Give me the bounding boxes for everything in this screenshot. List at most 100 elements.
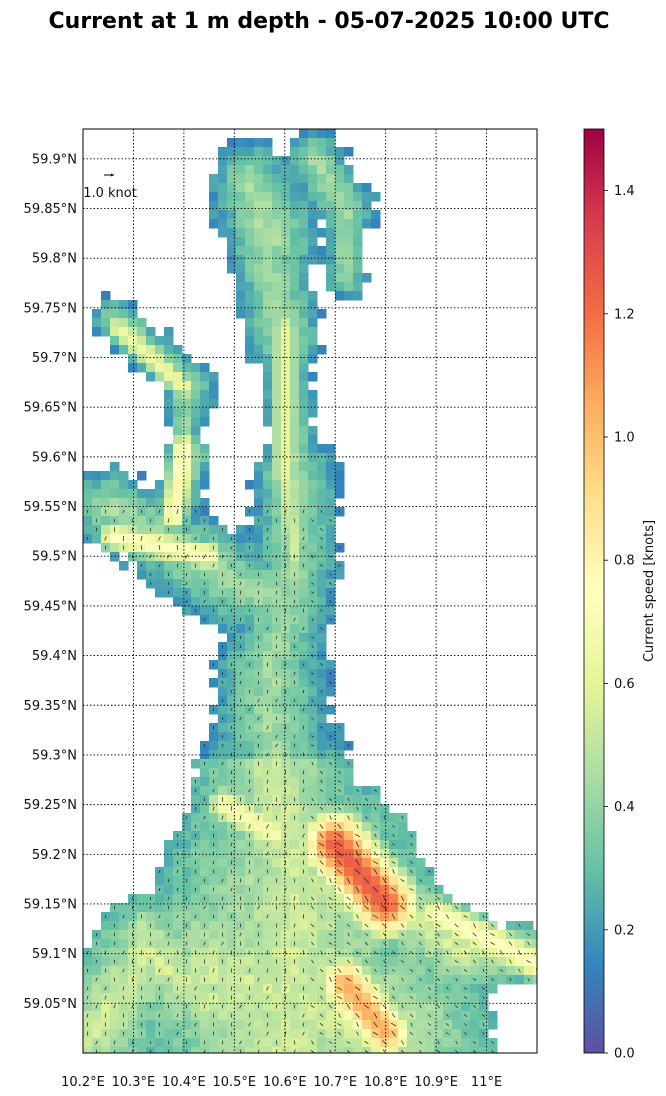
speed-cell <box>515 939 525 949</box>
speed-cell <box>245 192 255 202</box>
speed-cell <box>263 939 273 949</box>
speed-cell <box>443 1038 453 1048</box>
speed-cell <box>182 534 192 544</box>
current-vector <box>436 960 441 963</box>
speed-cell <box>101 327 111 337</box>
speed-cell <box>281 1002 291 1012</box>
speed-cell <box>263 336 273 346</box>
current-vector <box>427 969 432 972</box>
current-vector <box>302 1022 305 1027</box>
speed-cell <box>290 435 300 445</box>
speed-cell <box>263 327 273 337</box>
speed-cell <box>425 903 435 913</box>
speed-cell <box>344 768 354 778</box>
speed-cell <box>272 822 282 832</box>
current-vector <box>257 977 260 982</box>
speed-cell <box>335 237 345 247</box>
current-vector <box>356 914 359 919</box>
current-vector <box>354 986 361 991</box>
speed-cell <box>173 1047 183 1053</box>
speed-cell <box>272 210 282 220</box>
speed-cell <box>326 885 336 895</box>
speed-cell <box>236 1029 246 1039</box>
speed-cell <box>227 192 237 202</box>
speed-cell <box>128 480 138 490</box>
colorbar-tick-label: 1.0 <box>614 431 635 446</box>
speed-cell <box>398 849 408 859</box>
speed-cell <box>218 183 228 193</box>
current-vector <box>95 959 98 964</box>
current-vector <box>167 932 170 937</box>
speed-cell <box>191 597 201 607</box>
speed-cell <box>353 264 363 274</box>
current-vector <box>401 932 404 937</box>
speed-cell <box>101 1047 111 1053</box>
current-vector <box>203 527 206 532</box>
speed-cell <box>515 957 525 967</box>
current-vector <box>293 734 296 739</box>
speed-cell <box>371 930 381 940</box>
speed-cell <box>245 651 255 661</box>
current-vector <box>302 1013 305 1018</box>
current-vector <box>149 977 152 982</box>
current-vector <box>302 707 305 712</box>
speed-cell <box>290 1047 300 1053</box>
current-vector <box>266 887 269 892</box>
speed-cell <box>317 615 327 625</box>
speed-cell <box>272 246 282 256</box>
current-vector <box>266 968 269 973</box>
current-vector <box>328 1041 333 1044</box>
speed-cell <box>263 138 273 148</box>
speed-cell <box>164 354 174 364</box>
speed-cell <box>452 948 462 958</box>
speed-cell <box>146 984 156 994</box>
current-vector <box>239 671 242 676</box>
speed-cell <box>200 606 210 616</box>
current-vector <box>346 905 351 910</box>
current-vector <box>428 887 431 892</box>
speed-cell <box>83 1038 93 1048</box>
current-vector <box>355 994 360 1001</box>
speed-cell <box>155 588 165 598</box>
current-vector <box>410 861 413 864</box>
speed-cell <box>290 777 300 787</box>
speed-cell <box>344 1011 354 1021</box>
speed-cell <box>290 219 300 229</box>
speed-cell <box>326 264 336 274</box>
speed-cell <box>317 462 327 472</box>
speed-cell <box>218 1020 228 1030</box>
speed-cell <box>470 912 480 922</box>
speed-cell <box>308 129 318 139</box>
speed-cell <box>128 1020 138 1030</box>
speed-cell <box>281 975 291 985</box>
speed-cell <box>272 426 282 436</box>
current-vector <box>284 779 287 784</box>
speed-cell <box>110 1020 120 1030</box>
speed-cell <box>263 255 273 265</box>
speed-cell <box>254 885 264 895</box>
speed-cell <box>83 480 93 490</box>
speed-cell <box>218 606 228 616</box>
speed-cell <box>335 282 345 292</box>
speed-cell <box>191 1047 201 1053</box>
speed-cell <box>263 1047 273 1053</box>
speed-cell <box>317 453 327 463</box>
speed-cell <box>272 255 282 265</box>
x-tick-label: 10.2°E <box>61 1075 105 1090</box>
speed-cell <box>182 462 192 472</box>
speed-cell <box>326 507 336 517</box>
current-vector <box>131 977 134 982</box>
speed-cell <box>164 417 174 427</box>
current-vector <box>185 581 188 586</box>
speed-cell <box>371 1002 381 1012</box>
current-vector <box>149 905 152 910</box>
current-vector <box>194 869 197 874</box>
speed-cell <box>407 894 417 904</box>
current-vector <box>445 1023 450 1026</box>
speed-cell <box>308 804 318 814</box>
speed-cell <box>218 849 228 859</box>
current-vector <box>490 933 495 936</box>
speed-cell <box>191 894 201 904</box>
speed-cell <box>227 255 237 265</box>
speed-cell <box>218 840 228 850</box>
